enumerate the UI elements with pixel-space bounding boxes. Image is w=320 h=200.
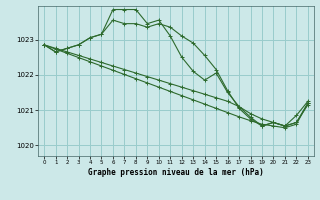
X-axis label: Graphe pression niveau de la mer (hPa): Graphe pression niveau de la mer (hPa) [88,168,264,177]
